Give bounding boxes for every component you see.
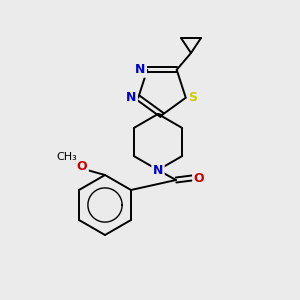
Text: O: O [194, 172, 204, 184]
Text: O: O [77, 160, 87, 173]
Text: N: N [126, 91, 136, 104]
Text: N: N [153, 164, 163, 178]
Text: S: S [188, 91, 197, 104]
Text: CH₃: CH₃ [57, 152, 77, 162]
Text: N: N [135, 63, 146, 76]
